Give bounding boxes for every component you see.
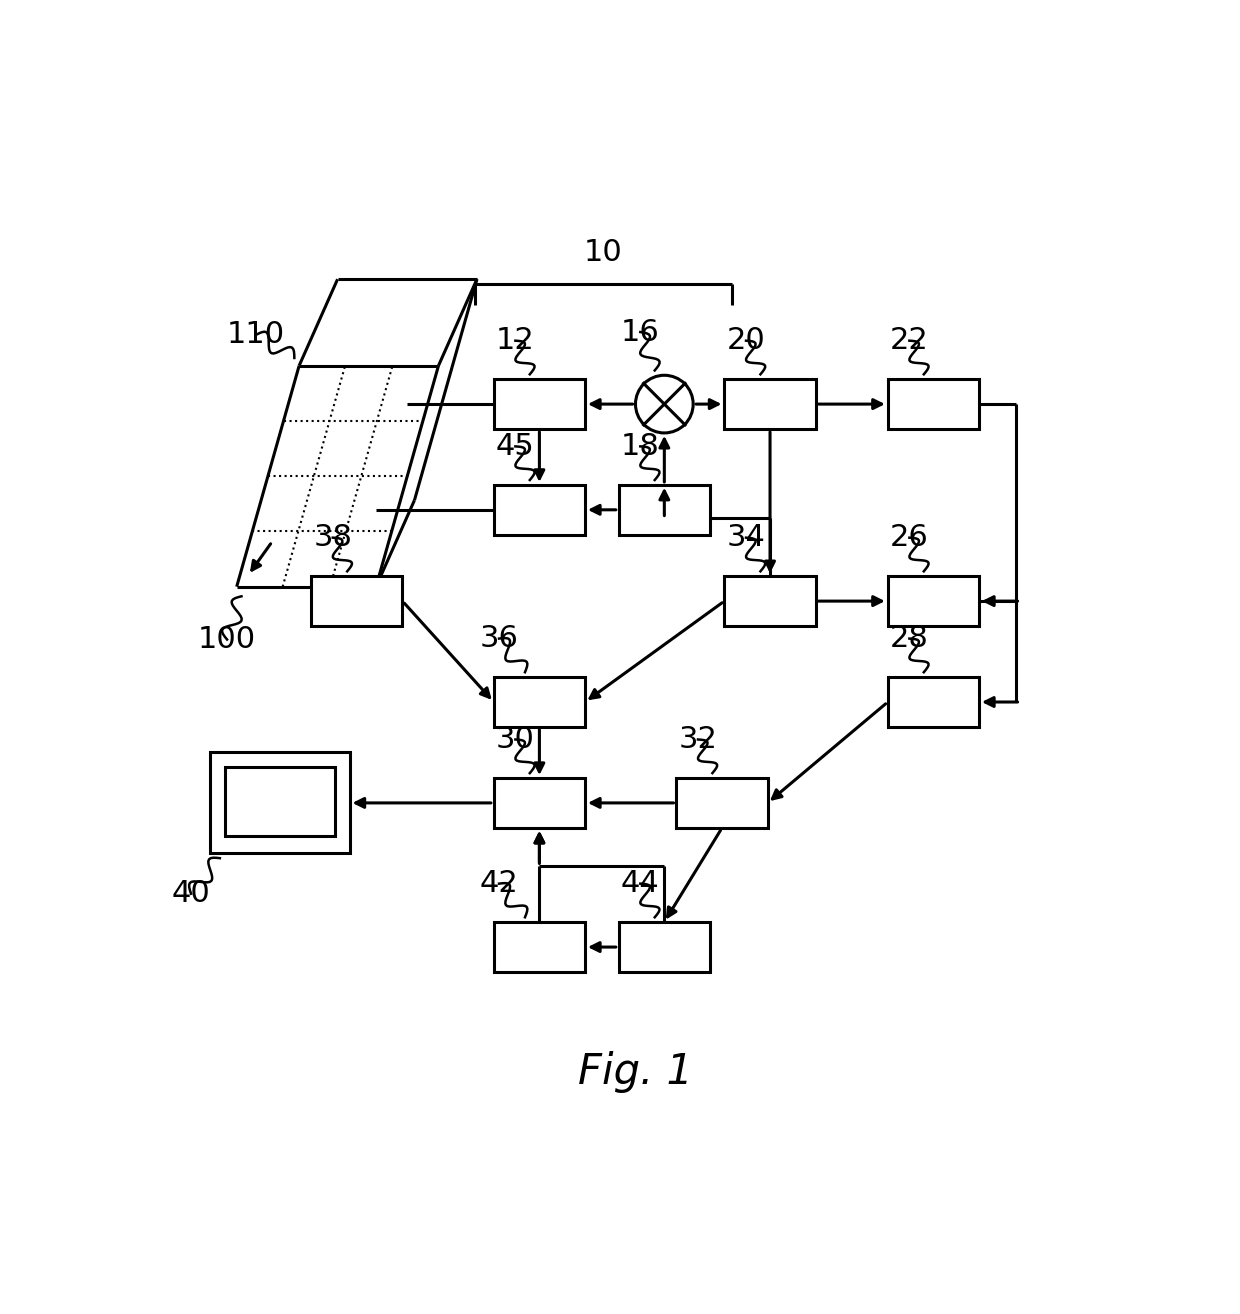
Text: 36: 36: [480, 624, 518, 653]
Bar: [494, 380, 585, 430]
Bar: [224, 767, 335, 836]
Bar: [724, 380, 816, 430]
Bar: [888, 380, 980, 430]
Text: Fig. 1: Fig. 1: [578, 1051, 693, 1093]
Bar: [211, 753, 350, 853]
Text: 16: 16: [621, 318, 660, 347]
Text: 28: 28: [890, 624, 929, 653]
Text: 40: 40: [171, 879, 211, 908]
Text: 110: 110: [227, 321, 285, 350]
Text: 30: 30: [496, 725, 534, 754]
Bar: [311, 576, 403, 625]
Text: 42: 42: [480, 869, 518, 899]
Text: 32: 32: [678, 725, 718, 754]
Text: 38: 38: [314, 523, 352, 552]
Bar: [724, 576, 816, 625]
Bar: [888, 576, 980, 625]
Text: 100: 100: [198, 625, 257, 654]
Text: 12: 12: [496, 326, 534, 355]
Bar: [494, 677, 585, 727]
Text: 22: 22: [890, 326, 929, 355]
Text: 44: 44: [621, 869, 660, 899]
Text: 26: 26: [890, 523, 929, 552]
Text: 20: 20: [727, 326, 765, 355]
Bar: [494, 778, 585, 828]
Bar: [619, 922, 711, 972]
Bar: [676, 778, 768, 828]
Bar: [888, 677, 980, 727]
Bar: [619, 485, 711, 535]
Text: 45: 45: [496, 432, 534, 461]
Bar: [494, 922, 585, 972]
Bar: [494, 485, 585, 535]
Text: 18: 18: [621, 432, 660, 461]
Text: 34: 34: [727, 523, 765, 552]
Text: 10: 10: [584, 238, 622, 267]
